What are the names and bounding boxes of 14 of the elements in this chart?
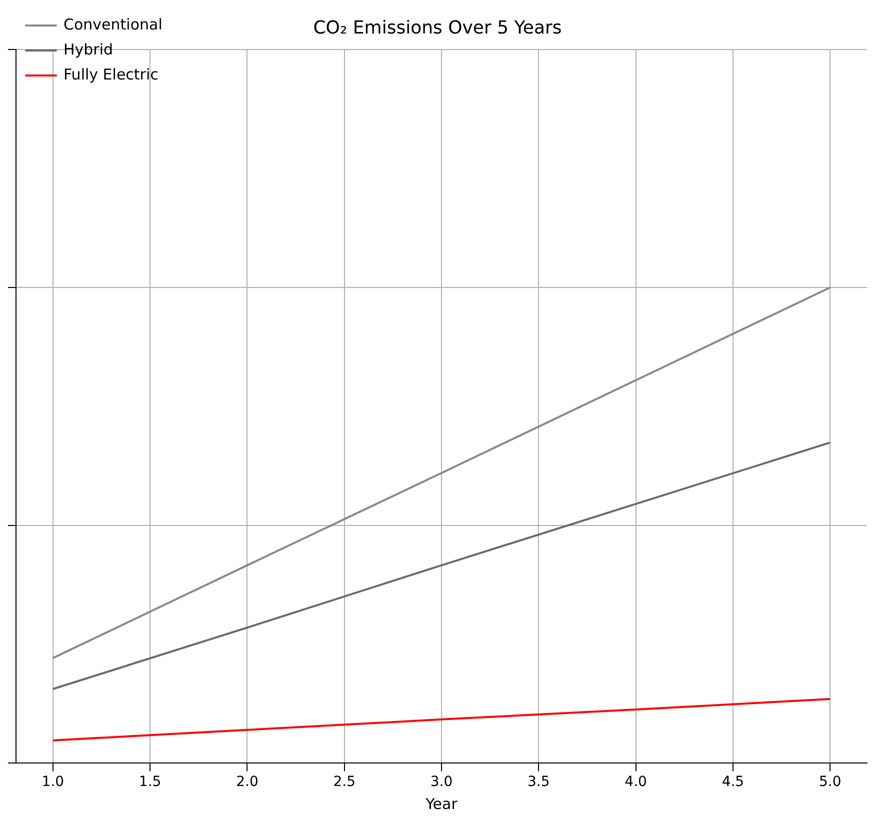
x-tick-label: 2.0 (236, 774, 258, 790)
chart-title: CO₂ Emissions Over 5 Years (313, 17, 562, 38)
x-tick-label: 4.5 (722, 774, 744, 790)
x-tick-label: 5.0 (818, 774, 842, 790)
x-axis-title: Year (424, 794, 458, 813)
legend-label: Fully Electric (64, 65, 158, 84)
x-tick-label: 1.0 (42, 774, 64, 790)
x-tick-label: 3.5 (528, 774, 550, 790)
legend-label: Conventional (64, 15, 162, 34)
x-tick-label: 2.5 (333, 774, 356, 790)
x-tick-label: 3.0 (430, 774, 453, 790)
legend-label: Hybrid (64, 40, 114, 58)
x-tick-label: 4.0 (624, 774, 647, 790)
x-tick-label: 1.5 (138, 774, 162, 790)
